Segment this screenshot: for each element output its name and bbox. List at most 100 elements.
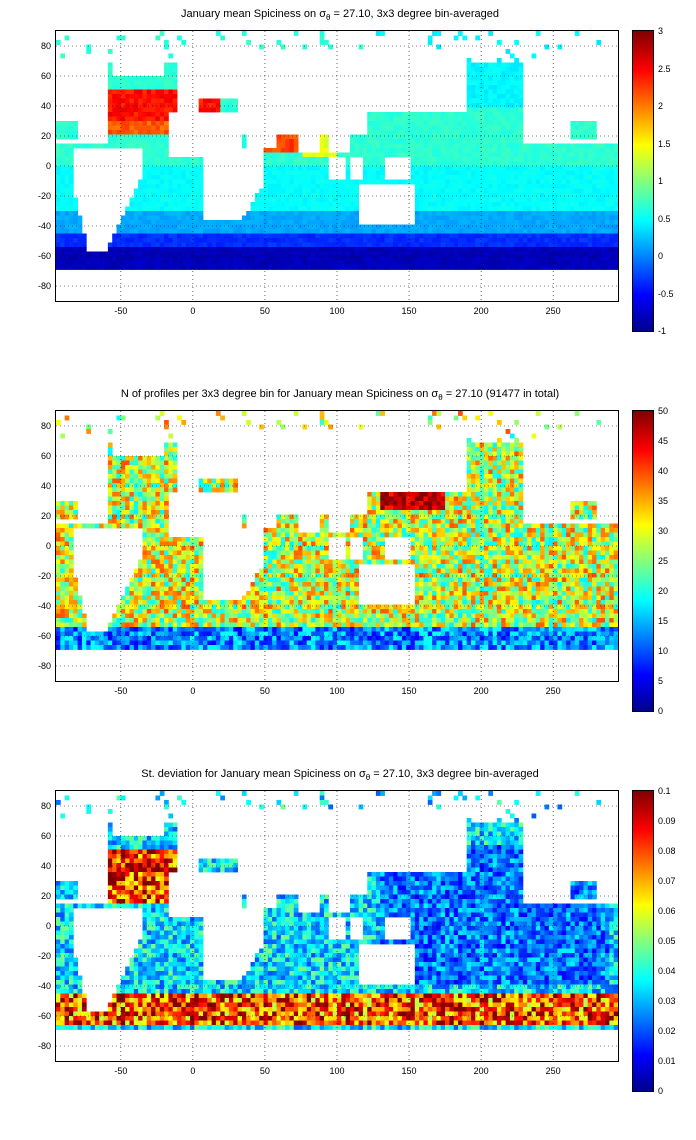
grid-cell <box>324 161 329 167</box>
grid-cell <box>194 586 200 592</box>
grid-cell <box>579 125 584 131</box>
grid-cell <box>233 251 238 257</box>
grid-cell <box>68 622 74 628</box>
grid-cell <box>380 161 385 167</box>
grid-cell <box>315 233 321 239</box>
grid-cell <box>609 215 615 221</box>
grid-cell <box>479 170 485 176</box>
grid-cell <box>514 152 519 158</box>
grid-cell <box>198 541 204 547</box>
grid-cell <box>172 604 178 610</box>
grid-cell <box>272 152 277 158</box>
grid-cell <box>146 206 152 212</box>
grid-cell <box>254 600 260 605</box>
grid-cell <box>155 116 161 122</box>
grid-cell <box>557 211 563 216</box>
grid-cell <box>501 184 506 189</box>
grid-cell <box>164 148 169 153</box>
grid-cell <box>168 247 174 252</box>
grid-cell <box>319 197 325 203</box>
grid-cell <box>64 568 70 574</box>
grid-cell <box>172 595 178 601</box>
grid-cell <box>427 152 433 158</box>
grid-cell <box>138 564 143 569</box>
grid-cell <box>129 256 135 261</box>
grid-cell <box>324 175 329 180</box>
grid-cell <box>475 256 481 261</box>
grid-cell <box>60 211 66 216</box>
grid-cell <box>120 478 126 484</box>
grid-cell <box>605 170 610 176</box>
grid-cell <box>531 188 537 194</box>
grid-cell <box>125 618 130 623</box>
grid-cell <box>116 609 122 614</box>
grid-cell <box>164 152 169 158</box>
grid-cell <box>445 229 450 234</box>
grid-cell <box>384 251 390 257</box>
grid-cell <box>540 143 545 149</box>
grid-cell <box>272 148 277 153</box>
grid-cell <box>172 474 178 479</box>
grid-cell <box>64 256 70 261</box>
grid-cell <box>501 197 506 203</box>
grid-cell <box>185 215 191 221</box>
grid-cell <box>276 206 282 212</box>
grid-cell <box>168 85 174 90</box>
grid-cell <box>159 188 165 194</box>
grid-cell <box>319 166 325 171</box>
grid-cell <box>380 148 385 153</box>
grid-cell <box>241 609 247 614</box>
grid-cell <box>501 125 506 131</box>
grid-cell <box>159 510 165 515</box>
grid-cell <box>254 220 260 225</box>
grid-cell <box>544 251 550 257</box>
grid-cell <box>77 604 83 610</box>
grid-cell <box>159 636 165 641</box>
grid-cell <box>501 121 506 126</box>
grid-cell <box>557 170 563 176</box>
grid-cell <box>561 229 567 234</box>
grid-cell <box>471 188 476 194</box>
grid-cell <box>172 80 178 86</box>
grid-cell <box>120 483 126 488</box>
grid-cell <box>483 89 489 95</box>
grid-cell <box>514 125 519 131</box>
grid-cell <box>388 121 394 126</box>
grid-cell <box>609 224 615 230</box>
grid-cell <box>427 170 433 176</box>
grid-cell <box>107 121 113 126</box>
grid-cell <box>492 98 498 104</box>
grid-cell <box>112 514 117 520</box>
grid-cell <box>449 125 455 131</box>
grid-cell <box>505 71 511 77</box>
grid-cell <box>337 184 342 189</box>
grid-cell <box>146 537 152 542</box>
grid-cell <box>332 179 338 185</box>
grid-cell <box>509 202 515 207</box>
grid-cell <box>579 220 584 225</box>
grid-cell <box>168 89 174 95</box>
grid-cell <box>60 604 66 610</box>
grid-cell <box>90 636 96 641</box>
grid-cell <box>68 175 74 180</box>
grid-cell <box>540 161 545 167</box>
grid-cell <box>164 460 169 466</box>
grid-cell <box>246 220 251 225</box>
grid-cell <box>112 265 117 270</box>
grid-cell <box>514 220 519 225</box>
grid-cell <box>168 568 174 574</box>
grid-cell <box>120 233 126 239</box>
grid-cell <box>90 256 96 261</box>
grid-cell <box>574 134 580 140</box>
grid-cell <box>319 143 325 149</box>
grid-cell <box>488 67 494 72</box>
grid-cell <box>509 242 515 248</box>
grid-cell <box>164 98 169 104</box>
grid-cell <box>492 130 498 135</box>
grid-cell <box>432 220 437 225</box>
grid-cell <box>561 197 567 203</box>
grid-cell <box>259 215 264 221</box>
grid-cell <box>107 523 113 529</box>
grid-cell <box>302 251 308 257</box>
grid-cell <box>458 197 463 203</box>
